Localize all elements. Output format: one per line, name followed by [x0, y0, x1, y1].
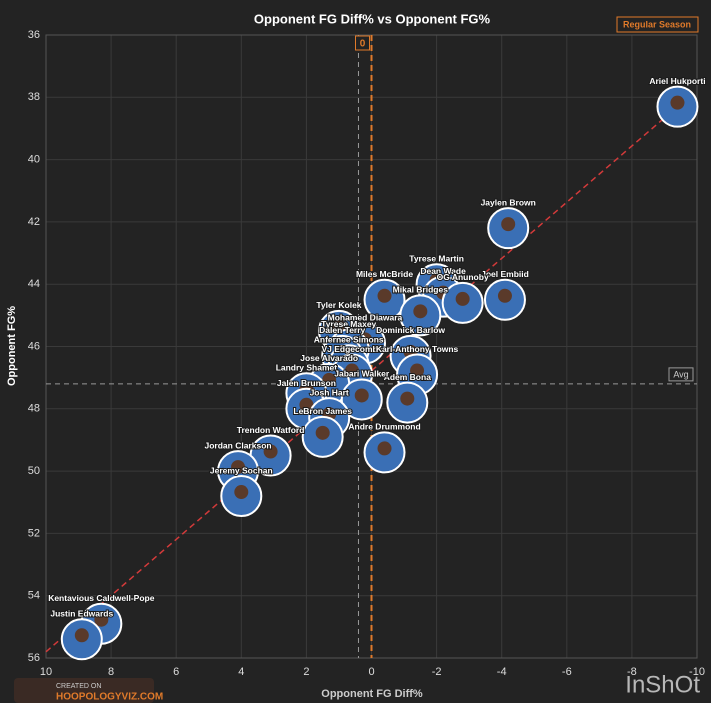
player-label: Joel Embiid: [481, 269, 529, 279]
player-label: Tyrese Martin: [409, 253, 464, 263]
avg-label-box: [668, 367, 694, 382]
player-head: [501, 217, 516, 232]
player-head: [410, 363, 425, 378]
player-label: Tyler Kolek: [316, 300, 361, 310]
x-axis-title: Opponent FG Diff%: [321, 688, 423, 700]
player-label: Jabari Walker: [334, 369, 390, 379]
player-head: [344, 363, 359, 378]
player-label: Landry Shamet: [276, 362, 338, 372]
player-label: Trendon Watford: [237, 425, 305, 435]
badge-box: [616, 16, 699, 33]
player-label: Jose Alvarado: [300, 353, 358, 363]
player-label: Josh Hart: [310, 387, 349, 397]
y-tick-label: 54: [28, 590, 40, 602]
badge: Regular Season: [623, 19, 691, 29]
y-tick-label: 38: [28, 91, 40, 103]
player-label: Mohamed Diawara: [328, 313, 403, 323]
y-axis-title: Opponent FG%: [6, 306, 18, 386]
y-tick-label: 36: [28, 29, 40, 41]
player-label: Jeremy Sochan: [210, 465, 273, 475]
y-tick-label: 46: [28, 340, 40, 352]
player-head: [670, 95, 685, 110]
x-tick-label: 2: [303, 666, 309, 678]
player-head: [400, 391, 415, 406]
y-tick-label: 48: [28, 403, 40, 415]
player-head: [322, 372, 337, 387]
player-label: Jordan Clarkson: [205, 440, 272, 450]
player-label: Dean Wade: [420, 266, 466, 276]
player-head: [413, 304, 428, 319]
player-head: [94, 612, 109, 627]
x-tick-label: 10: [40, 666, 52, 678]
player-label: Ariel Hukporti: [649, 76, 705, 86]
x-tick-label: 4: [238, 666, 244, 678]
x-tick-label: 8: [108, 666, 114, 678]
player-head: [231, 460, 246, 475]
player-label: Jalen Brunson: [277, 378, 336, 388]
player-label: Andre Drummond: [348, 422, 420, 432]
footer-box: [14, 678, 154, 703]
x-tick-label: -10: [689, 666, 705, 678]
player-label: Justin Edwards: [50, 609, 113, 619]
x-tick-label: 0: [368, 666, 374, 678]
player-label: Jaylen Brown: [481, 197, 536, 207]
player-head: [299, 397, 314, 412]
avg-label: Avg: [673, 369, 688, 379]
player-label: Dalen Terry: [319, 325, 365, 335]
player-label: Tyrese Maxey: [321, 319, 376, 329]
player-label: Adem Bona: [384, 372, 432, 382]
watermark: InShOt: [625, 671, 700, 698]
player-head: [377, 441, 392, 456]
zero-label-box: [355, 35, 370, 51]
player-head: [354, 388, 369, 403]
player-label: Miles McBride: [356, 269, 413, 279]
player-label: Dominick Barlow: [376, 325, 445, 335]
y-tick-label: 42: [28, 216, 40, 228]
player-label: Karl-Anthony Towns: [376, 344, 459, 354]
x-tick-label: -8: [627, 666, 637, 678]
trend-line: [45, 106, 678, 653]
player-head: [74, 628, 89, 643]
zero-label: 0: [360, 39, 366, 50]
y-tick-label: 40: [28, 154, 40, 166]
x-tick-label: -4: [497, 666, 507, 678]
player-head: [377, 288, 392, 303]
player-head: [455, 291, 470, 306]
player-label: OG Anunoby: [437, 272, 489, 282]
x-tick-label: 6: [173, 666, 179, 678]
y-tick-label: 52: [28, 527, 40, 539]
y-tick-label: 44: [28, 278, 40, 290]
player-label: VJ Edgecombe: [322, 344, 383, 354]
player-label: Mikal Bridges: [393, 285, 449, 295]
chart-title: Opponent FG Diff% vs Opponent FG%: [254, 11, 491, 26]
footer-small: CREATED ON: [56, 683, 101, 690]
footer-site: HOOPOLOGYVIZ.COM: [56, 692, 163, 703]
x-tick-label: -6: [562, 666, 572, 678]
y-tick-label: 50: [28, 465, 40, 477]
player-head: [234, 485, 249, 500]
player-label: Anfernee Simons: [314, 334, 384, 344]
player-label: Kentavious Caldwell-Pope: [48, 593, 155, 603]
x-tick-label: -2: [432, 666, 442, 678]
player-head: [263, 444, 278, 459]
player-head: [315, 425, 330, 440]
y-tick-label: 56: [28, 652, 40, 664]
player-head: [497, 288, 512, 303]
player-label: LeBron James: [293, 406, 352, 416]
